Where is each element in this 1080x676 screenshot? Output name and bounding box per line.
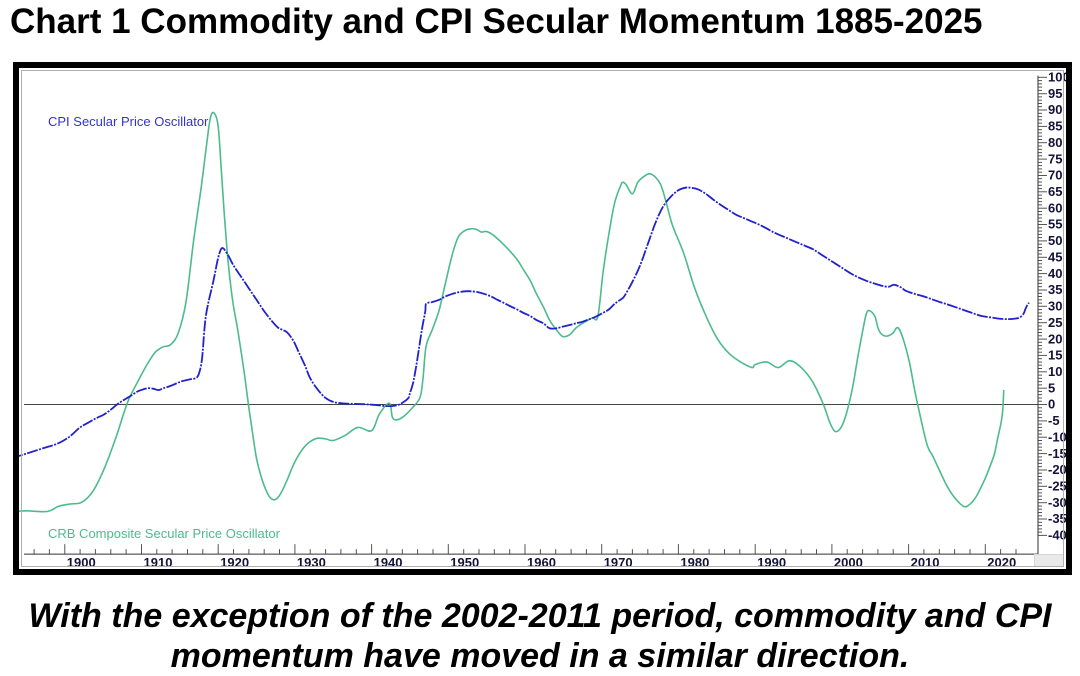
svg-text:95: 95 [1048,86,1062,101]
svg-text:80: 80 [1048,135,1062,150]
svg-text:25: 25 [1048,315,1062,330]
svg-text:55: 55 [1048,217,1062,232]
svg-text:-20: -20 [1048,462,1067,477]
svg-text:50: 50 [1048,233,1062,248]
svg-text:1940: 1940 [374,555,403,570]
svg-text:90: 90 [1048,102,1062,117]
svg-text:-30: -30 [1048,495,1067,510]
svg-text:75: 75 [1048,151,1062,166]
svg-text:30: 30 [1048,299,1062,314]
svg-text:20: 20 [1048,331,1062,346]
svg-text:-10: -10 [1048,429,1067,444]
svg-text:40: 40 [1048,266,1062,281]
svg-text:1930: 1930 [297,555,326,570]
svg-text:0: 0 [1048,397,1055,412]
svg-text:45: 45 [1048,250,1062,265]
svg-text:1950: 1950 [450,555,479,570]
svg-text:2020: 2020 [987,555,1016,570]
svg-text:10: 10 [1048,364,1062,379]
svg-text:2000: 2000 [834,555,863,570]
svg-text:1910: 1910 [144,555,173,570]
svg-text:65: 65 [1048,184,1062,199]
svg-text:1990: 1990 [757,555,786,570]
svg-text:-5: -5 [1048,413,1060,428]
svg-text:70: 70 [1048,168,1062,183]
svg-text:1970: 1970 [604,555,633,570]
svg-text:35: 35 [1048,282,1062,297]
svg-text:-35: -35 [1048,511,1067,526]
svg-text:-15: -15 [1048,446,1067,461]
svg-text:100: 100 [1048,70,1070,85]
svg-text:1900: 1900 [67,555,96,570]
svg-text:60: 60 [1048,200,1062,215]
svg-text:2010: 2010 [911,555,940,570]
svg-text:-40: -40 [1048,528,1067,543]
svg-text:1960: 1960 [527,555,556,570]
svg-text:5: 5 [1048,380,1055,395]
svg-text:-25: -25 [1048,479,1067,494]
svg-text:1920: 1920 [220,555,249,570]
svg-text:15: 15 [1048,348,1062,363]
svg-text:85: 85 [1048,119,1062,134]
svg-text:1980: 1980 [680,555,709,570]
